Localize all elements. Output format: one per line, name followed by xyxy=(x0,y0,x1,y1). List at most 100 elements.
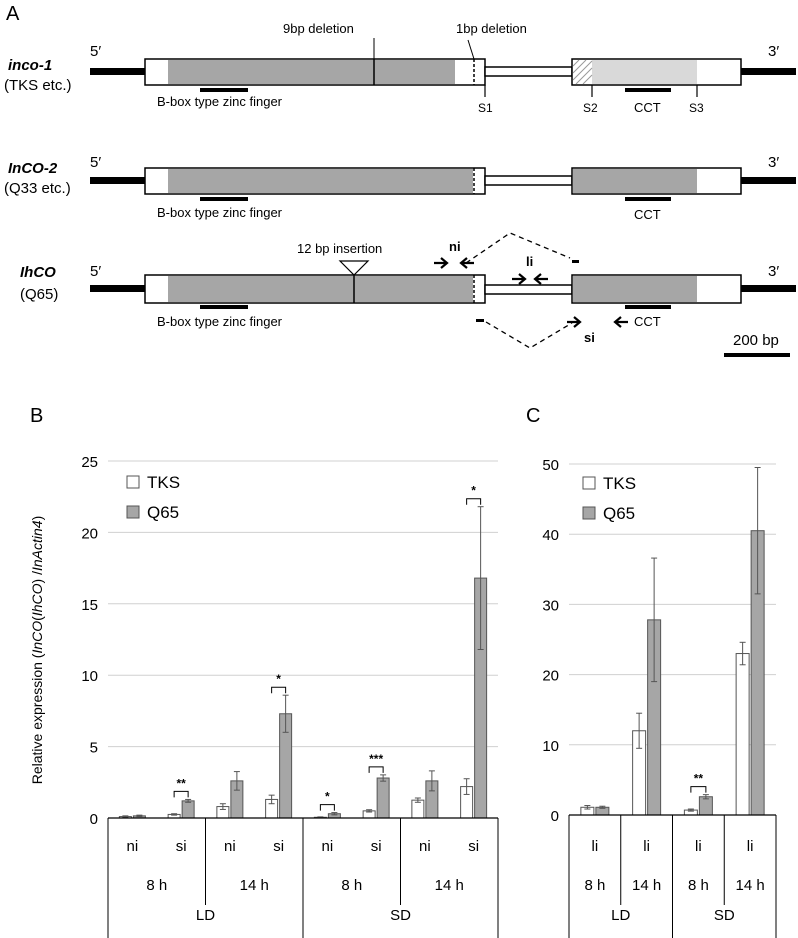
legend-swatch xyxy=(126,505,140,519)
legend-swatch xyxy=(582,476,596,490)
gene-ihco: IhCO (Q65) 5′ 3′ 12 bp insertion B-box t… xyxy=(20,232,796,349)
significance-label: * xyxy=(276,672,281,686)
significance-bracket xyxy=(271,686,287,694)
x-category-label: si xyxy=(371,838,382,855)
panel-b-label: B xyxy=(30,405,43,427)
x-category-label: ni xyxy=(419,838,431,855)
li-forward-arrow xyxy=(512,273,527,285)
gene-name: InCO-2 xyxy=(8,160,58,177)
bar-q65 xyxy=(698,796,713,816)
insertion-triangle xyxy=(338,260,370,276)
intron xyxy=(484,175,573,186)
x-category-label: li xyxy=(592,838,599,855)
x-time-label: 14 h xyxy=(240,877,269,894)
x-time-label: 8 h xyxy=(584,877,605,894)
x-time-label: 8 h xyxy=(688,877,709,894)
y-tick-label: 25 xyxy=(81,454,98,471)
three-prime-label: 3′ xyxy=(768,263,779,280)
deletion-1bp-label: 1bp deletion xyxy=(456,21,527,36)
exon-1-coding xyxy=(168,276,473,302)
bbox-label: B-box type zinc finger xyxy=(157,94,283,109)
primer-si-label: si xyxy=(584,330,595,345)
y-tick-label: 10 xyxy=(542,738,559,755)
five-prime-label: 5′ xyxy=(90,154,101,171)
ni-reverse-arrow xyxy=(459,257,474,269)
y-axis-title-part: Relative expression ( xyxy=(29,653,45,784)
utr-line-3 xyxy=(741,68,796,75)
bar-q65 xyxy=(376,777,390,819)
bar-tks xyxy=(735,653,750,816)
x-time-label: 14 h xyxy=(736,877,765,894)
gene-accessions: (TKS etc.) xyxy=(4,77,72,94)
cct-domain-bar xyxy=(625,197,671,201)
x-time-label: 14 h xyxy=(632,877,661,894)
utr-line-3 xyxy=(741,177,796,184)
gene-inco-2: InCO-2 (Q33 etc.) 5′ 3′ B-box type zinc … xyxy=(4,154,796,222)
utr-line-5 xyxy=(90,177,145,184)
bbox-domain-bar xyxy=(200,88,248,92)
bbox-domain-bar xyxy=(200,305,248,309)
x-category-label: li xyxy=(695,838,702,855)
exon-2-coding xyxy=(592,60,697,84)
x-photoperiod-label: SD xyxy=(714,907,735,924)
bbox-label: B-box type zinc finger xyxy=(157,314,283,329)
utr-line-5 xyxy=(90,68,145,75)
exon-1-coding xyxy=(168,169,473,193)
y-axis-title-part: ) / xyxy=(29,571,45,584)
significance-bracket xyxy=(319,804,335,811)
y-tick-label: 0 xyxy=(90,811,98,828)
y-tick-label: 30 xyxy=(542,597,559,614)
si-forward-arrow xyxy=(567,316,582,328)
bar-q65 xyxy=(181,800,195,819)
y-axis-title-part: InActin4 xyxy=(29,520,45,571)
significance-label: * xyxy=(325,790,330,804)
utr-line-3 xyxy=(741,285,796,292)
y-tick-label: 40 xyxy=(542,527,559,544)
y-tick-label: 5 xyxy=(90,740,98,757)
bar-tks xyxy=(411,799,425,819)
y-tick-label: 10 xyxy=(81,668,98,685)
exon-2-coding xyxy=(573,169,697,193)
gene-accessions: (Q33 etc.) xyxy=(4,180,71,197)
primer-ni-label: ni xyxy=(449,239,461,254)
site-s1: S1 xyxy=(478,101,493,115)
cct-label: CCT xyxy=(634,207,661,222)
significance-label: ** xyxy=(694,772,704,786)
gene-accessions: (Q65) xyxy=(20,286,58,303)
panel-c-label: C xyxy=(526,405,540,427)
legend-swatch xyxy=(582,506,596,520)
legend-label: TKS xyxy=(603,474,636,493)
x-photoperiod-label: LD xyxy=(196,907,215,924)
intron xyxy=(484,284,573,295)
y-axis-title-part: InCO xyxy=(29,621,45,654)
deletion-9bp-label: 9bp deletion xyxy=(283,21,354,36)
significance-bracket xyxy=(173,790,189,798)
si-junction-path xyxy=(485,321,573,349)
five-prime-label: 5′ xyxy=(90,43,101,60)
x-category-label: si xyxy=(176,838,187,855)
svg-text:Relative expression (InCO(IhCO: Relative expression (InCO(IhCO) /InActin… xyxy=(29,516,45,785)
site-s3: S3 xyxy=(689,101,704,115)
x-time-label: 14 h xyxy=(435,877,464,894)
exon-2-hatched xyxy=(572,59,593,85)
y-tick-label: 0 xyxy=(551,808,559,825)
intron xyxy=(484,66,573,77)
site-s2: S2 xyxy=(583,101,598,115)
legend-label: Q65 xyxy=(147,503,179,522)
utr-line-5 xyxy=(90,285,145,292)
significance-label: ** xyxy=(176,776,186,790)
li-reverse-arrow xyxy=(533,273,548,285)
gene-inco-1: inco-1 (TKS etc.) 5′ 3′ S1 S2 S3 B-box t… xyxy=(4,21,796,115)
three-prime-label: 3′ xyxy=(768,154,779,171)
insertion-label: 12 bp insertion xyxy=(297,241,382,256)
cct-domain-bar xyxy=(625,305,671,309)
y-tick-label: 20 xyxy=(542,668,559,685)
x-photoperiod-label: LD xyxy=(611,907,630,924)
x-time-label: 8 h xyxy=(341,877,362,894)
x-category-label: ni xyxy=(127,838,139,855)
x-category-label: li xyxy=(643,838,650,855)
gene-name: inco-1 xyxy=(8,57,52,74)
